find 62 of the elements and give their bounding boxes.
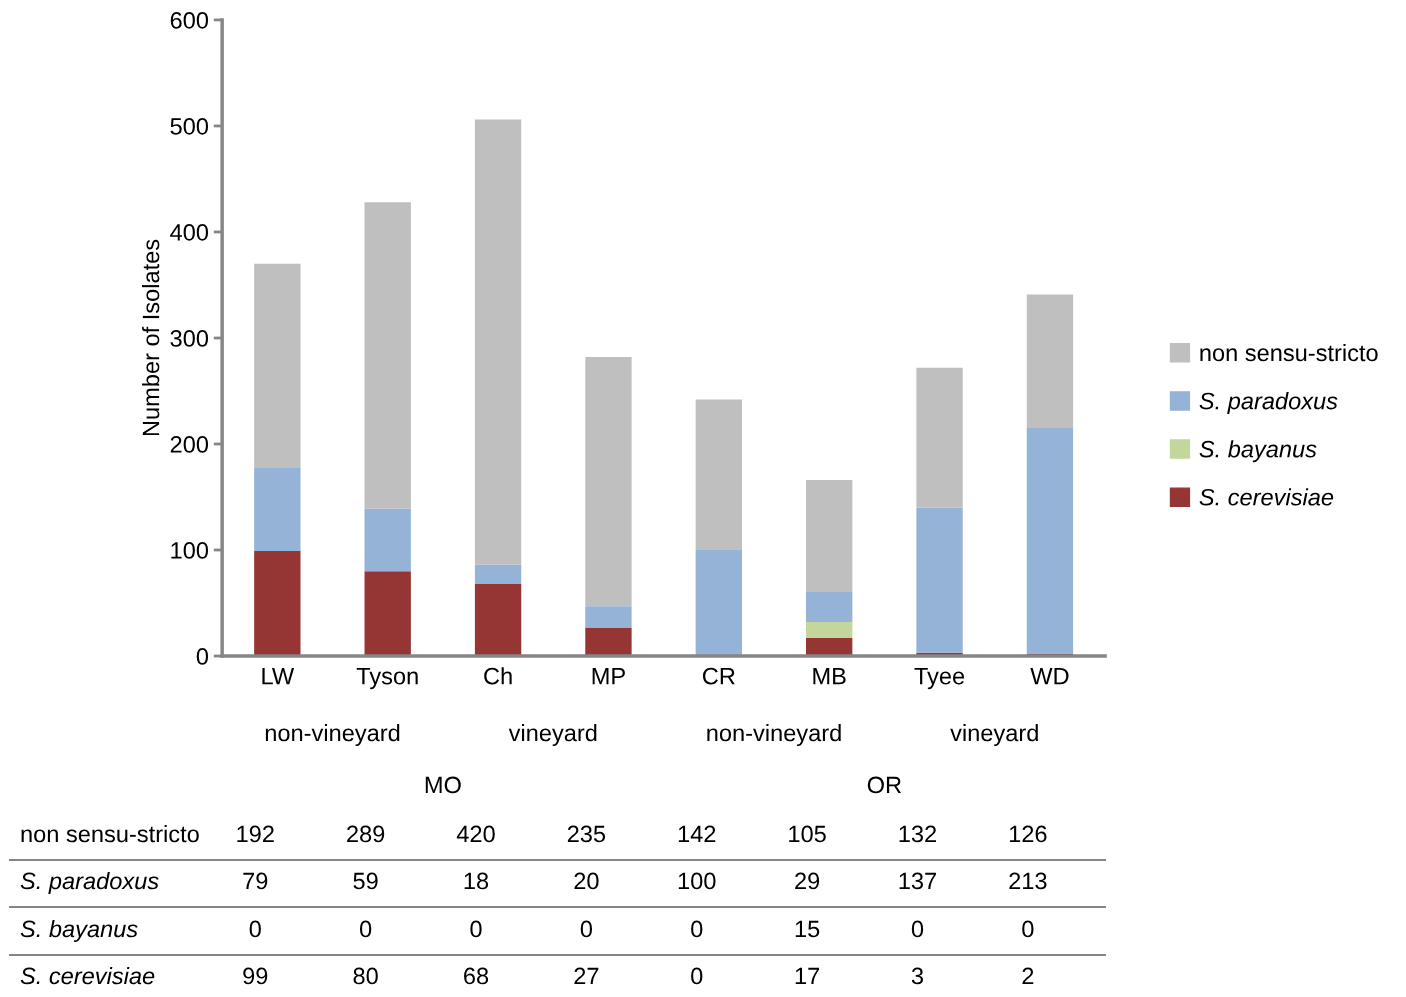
x-tick-label: Tyson — [356, 668, 418, 690]
data-label: 0 — [359, 920, 372, 938]
legend-label: S. paradoxus — [1199, 392, 1338, 415]
data-label: 68 — [464, 967, 489, 985]
y-tick-label: 400 — [170, 224, 209, 241]
data-label: 420 — [456, 825, 495, 843]
y-tick-label: 300 — [170, 330, 209, 347]
data-label: 2 — [1022, 967, 1034, 985]
data-label: 192 — [237, 825, 274, 843]
x-tick-label: WD — [1030, 668, 1069, 685]
data-label: 0 — [580, 920, 593, 938]
text: S. bayanus — [20, 919, 138, 942]
data-label: 132 — [899, 825, 936, 843]
data-label: 0 — [1022, 920, 1034, 938]
x-tick-label: Tyee — [914, 668, 965, 690]
y-tick-label: 600 — [170, 12, 209, 29]
text: non sensu-stricto — [21, 824, 199, 843]
legend-label: non sensu-stricto — [1200, 343, 1378, 362]
text: non-vineyard — [265, 723, 400, 746]
legend-label: S. bayanus — [1199, 440, 1317, 463]
data-label: 235 — [567, 825, 606, 843]
legend-label: S. cerevisiae — [1199, 488, 1334, 506]
y-axis-title: Number of Isolates — [142, 239, 160, 436]
data-label: 0 — [249, 920, 261, 938]
text: S. paradoxus — [20, 871, 159, 894]
x-tick-label: LW — [262, 668, 295, 685]
text: non-vineyard — [707, 723, 841, 746]
data-label: 100 — [678, 872, 716, 890]
data-label: 79 — [243, 872, 268, 890]
data-label: 213 — [1009, 872, 1047, 890]
x-tick-label: MB — [813, 668, 846, 685]
data-label: 80 — [353, 967, 378, 985]
data-label: 289 — [347, 825, 385, 843]
data-label: 99 — [243, 967, 268, 985]
data-label: 142 — [678, 825, 716, 843]
y-tick-label: 0 — [196, 648, 209, 665]
text: vineyard — [950, 723, 1038, 746]
text: S. cerevisiae — [20, 966, 155, 985]
x-tick-label: MP — [592, 668, 625, 685]
x-tick-label: Ch — [484, 667, 512, 685]
text: MO — [425, 776, 461, 794]
data-label: 0 — [691, 967, 703, 985]
x-tick-label: CR — [702, 667, 735, 685]
data-label: 20 — [574, 872, 599, 890]
text: OR — [867, 776, 901, 794]
y-tick-label: 200 — [170, 436, 209, 453]
data-label: 126 — [1009, 825, 1047, 843]
data-label: 27 — [574, 967, 599, 985]
y-tick-label: 100 — [171, 542, 209, 559]
data-label: 0 — [470, 920, 482, 938]
data-label: 0 — [911, 920, 924, 938]
data-label: 29 — [795, 872, 820, 890]
data-label: 3 — [911, 967, 924, 985]
data-label: 0 — [691, 920, 703, 938]
data-label: 137 — [899, 872, 936, 890]
data-label: 105 — [789, 825, 826, 843]
text: vineyard — [508, 723, 597, 746]
data-label: 18 — [464, 872, 489, 890]
y-tick-label: 500 — [170, 118, 209, 135]
data-label: 17 — [795, 967, 820, 985]
data-label: 59 — [353, 872, 378, 890]
data-label: 15 — [795, 920, 820, 938]
